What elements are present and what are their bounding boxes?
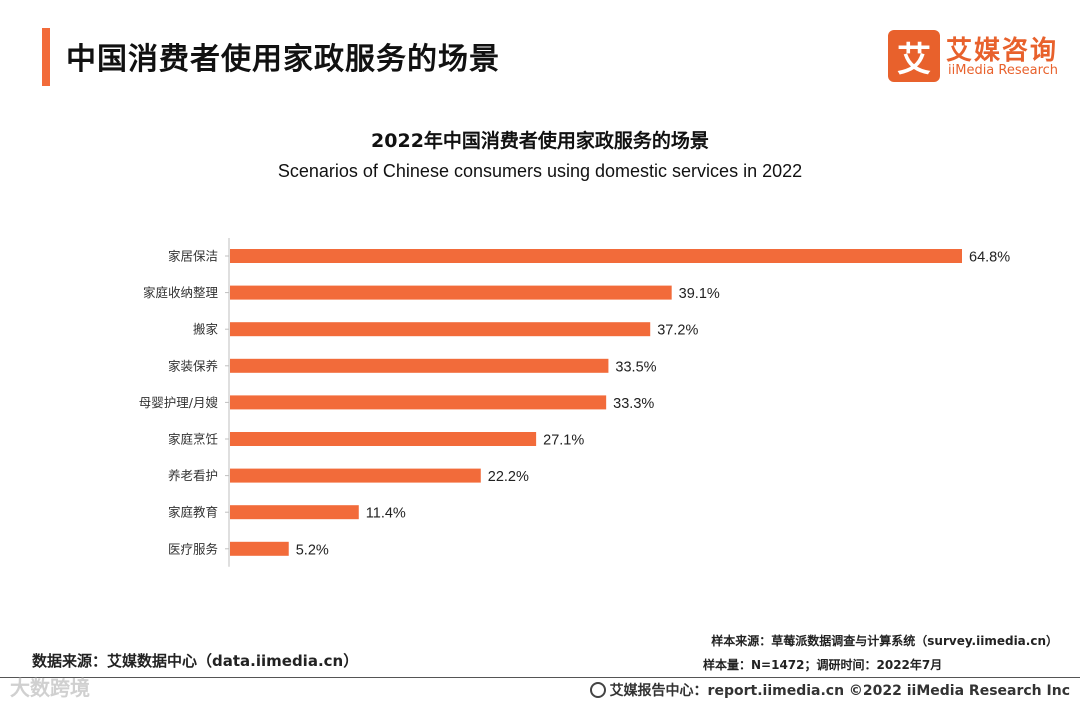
- value-label: 37.2%: [657, 323, 698, 339]
- bar: [230, 322, 651, 337]
- category-label: 医疗服务: [168, 541, 218, 556]
- report-center-text: 艾媒报告中心：report.iimedia.cn ©2022 iiMedia R…: [609, 683, 1070, 699]
- chart-title: 2022年中国消费者使用家政服务的场景: [371, 130, 709, 152]
- title-accent-bar: [42, 28, 50, 86]
- bar: [230, 358, 609, 373]
- category-label: 家庭烹饪: [168, 432, 218, 447]
- bar: [230, 541, 289, 556]
- bar: [230, 468, 481, 483]
- logo-cn-text: 艾媒咨询: [946, 36, 1059, 66]
- bar: [230, 285, 672, 300]
- value-label: 22.2%: [488, 469, 529, 485]
- value-label: 11.4%: [366, 506, 406, 522]
- bar-chart: 家居保洁 64.8% 家庭收纳整理 39.1% 搬家 37.2% 家装保养 33.5% 母婴护理…: [139, 238, 1010, 567]
- value-label: 27.1%: [543, 433, 584, 449]
- category-label: 家装保养: [168, 358, 218, 373]
- category-label: 养老看护: [168, 468, 218, 483]
- value-label: 5.2%: [296, 542, 329, 558]
- chart-subtitle: Scenarios of Chinese consumers using dom…: [277, 161, 803, 181]
- page-title: 中国消费者使用家政服务的场景: [66, 42, 500, 77]
- bar: [230, 505, 359, 520]
- sample-source: 样本来源：草莓派数据调查与计算系统（survey.iimedia.cn）: [711, 634, 1058, 648]
- bar: [230, 249, 962, 263]
- watermark: 大数跨境: [10, 676, 90, 700]
- globe-icon: [589, 682, 606, 698]
- category-label: 搬家: [193, 322, 219, 337]
- bar: [230, 395, 607, 410]
- logo-mark: 艾: [888, 30, 940, 82]
- footer-divider: [0, 677, 1080, 678]
- iimedia-logo: 艾 艾媒咨询 iiMedia Research: [888, 30, 1068, 82]
- value-label: 64.8%: [969, 250, 1010, 266]
- logo-en-text: iiMedia Research: [948, 63, 1059, 78]
- report-center-footer: 艾媒报告中心：report.iimedia.cn ©2022 iiMedia R…: [589, 680, 1070, 700]
- bar: [230, 432, 537, 446]
- category-label: 家庭教育: [168, 505, 218, 520]
- category-label: 家居保洁: [168, 249, 218, 264]
- value-label: 33.5%: [615, 359, 656, 375]
- value-label: 33.3%: [613, 396, 654, 412]
- category-label: 母婴护理/月嫂: [139, 395, 219, 410]
- category-label: 家庭收纳整理: [143, 285, 219, 300]
- value-label: 39.1%: [679, 286, 720, 302]
- sample-size: 样本量：N=1472；调研时间：2022年7月: [703, 658, 943, 672]
- data-source: 数据来源：艾媒数据中心（data.iimedia.cn）: [32, 652, 359, 670]
